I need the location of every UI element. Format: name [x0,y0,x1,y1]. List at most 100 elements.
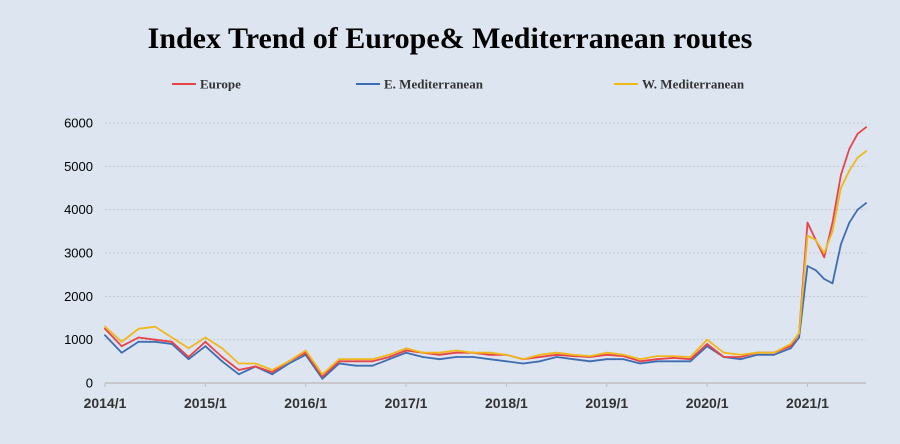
data-point [455,349,458,352]
data-point [254,362,257,365]
data-point [831,282,834,285]
data-point [271,371,274,374]
data-point [120,340,123,343]
data-point [856,156,859,159]
data-point [555,353,558,356]
data-point [154,325,157,328]
data-point [706,338,708,341]
x-tick-label: 2019/1 [585,395,628,411]
data-point [672,357,675,359]
data-point [204,345,207,348]
data-point [814,269,817,272]
data-point [405,347,407,350]
gridlines [105,122,866,341]
data-point [756,353,759,356]
data-point [672,360,675,363]
x-tick-label: 2017/1 [385,395,428,411]
data-point [104,334,106,337]
x-tick-label: 2020/1 [686,395,729,411]
data-point [388,356,391,358]
data-point [739,353,742,356]
data-point [522,358,524,361]
data-point [221,356,224,358]
data-point [798,336,800,339]
data-point [823,252,826,254]
data-point [271,373,274,376]
data-point [237,362,240,365]
y-tick-label: 2000 [64,289,93,304]
data-point [455,351,458,354]
data-point [672,355,675,357]
data-point [405,349,407,352]
data-point [120,345,123,348]
data-point [739,356,742,358]
x-tick-label: 2016/1 [284,395,327,411]
series-line-2 [104,150,867,376]
data-point [304,349,307,352]
x-tick-label: 2014/1 [84,395,127,411]
y-tick-label: 5000 [64,159,93,174]
data-point [438,358,441,361]
data-point [639,360,642,363]
data-point [355,358,357,361]
data-point [656,355,658,357]
data-point [355,360,357,363]
data-point [137,340,140,343]
legend: Europe E. Mediterranean W. Mediterranean [172,77,745,92]
data-point [488,353,491,356]
data-point [865,126,867,129]
data-point [589,360,591,363]
data-point [221,360,224,363]
data-point [371,360,374,363]
legend-item: Europe [172,77,241,92]
data-point [488,351,491,354]
data-point [104,327,106,330]
data-point [104,325,106,328]
data-point [722,351,725,354]
data-point [806,234,809,237]
data-point [539,360,541,363]
data-point [271,369,274,371]
x-tick-label: 2018/1 [485,395,528,411]
data-point [605,353,608,356]
data-point [831,221,834,224]
data-point [823,256,826,259]
data-point [840,243,842,246]
data-point [522,362,524,365]
data-point [371,358,374,361]
data-point [171,336,173,339]
data-point [589,355,591,357]
data-point [656,360,658,363]
data-point [421,356,424,358]
data-point [789,343,792,345]
data-point [840,174,842,176]
data-point [388,353,391,356]
data-point [806,221,809,224]
data-point [371,364,374,367]
legend-label: E. Mediterranean [384,77,484,92]
data-point [840,187,842,189]
y-axis-ticks: 0 1000 2000 3000 4000 5000 6000 [64,116,93,391]
data-point [773,353,775,356]
chart-title: Index Trend of Europe& Mediterranean rou… [148,22,753,55]
data-point [405,351,407,354]
data-point [848,169,851,172]
data-point [154,340,157,343]
data-point [865,150,867,153]
data-point [505,360,508,363]
x-tick-label: 2015/1 [184,395,227,411]
data-point [154,338,157,341]
data-point [831,230,834,233]
data-point [848,148,851,150]
legend-label: Europe [200,77,241,92]
data-point [622,353,625,356]
data-point [789,345,792,348]
y-tick-label: 4000 [64,202,93,217]
data-point [539,356,541,358]
data-point [823,278,826,280]
data-point [639,362,642,365]
y-tick-label: 6000 [64,116,93,131]
y-tick-label: 3000 [64,246,93,261]
data-point [756,351,759,354]
